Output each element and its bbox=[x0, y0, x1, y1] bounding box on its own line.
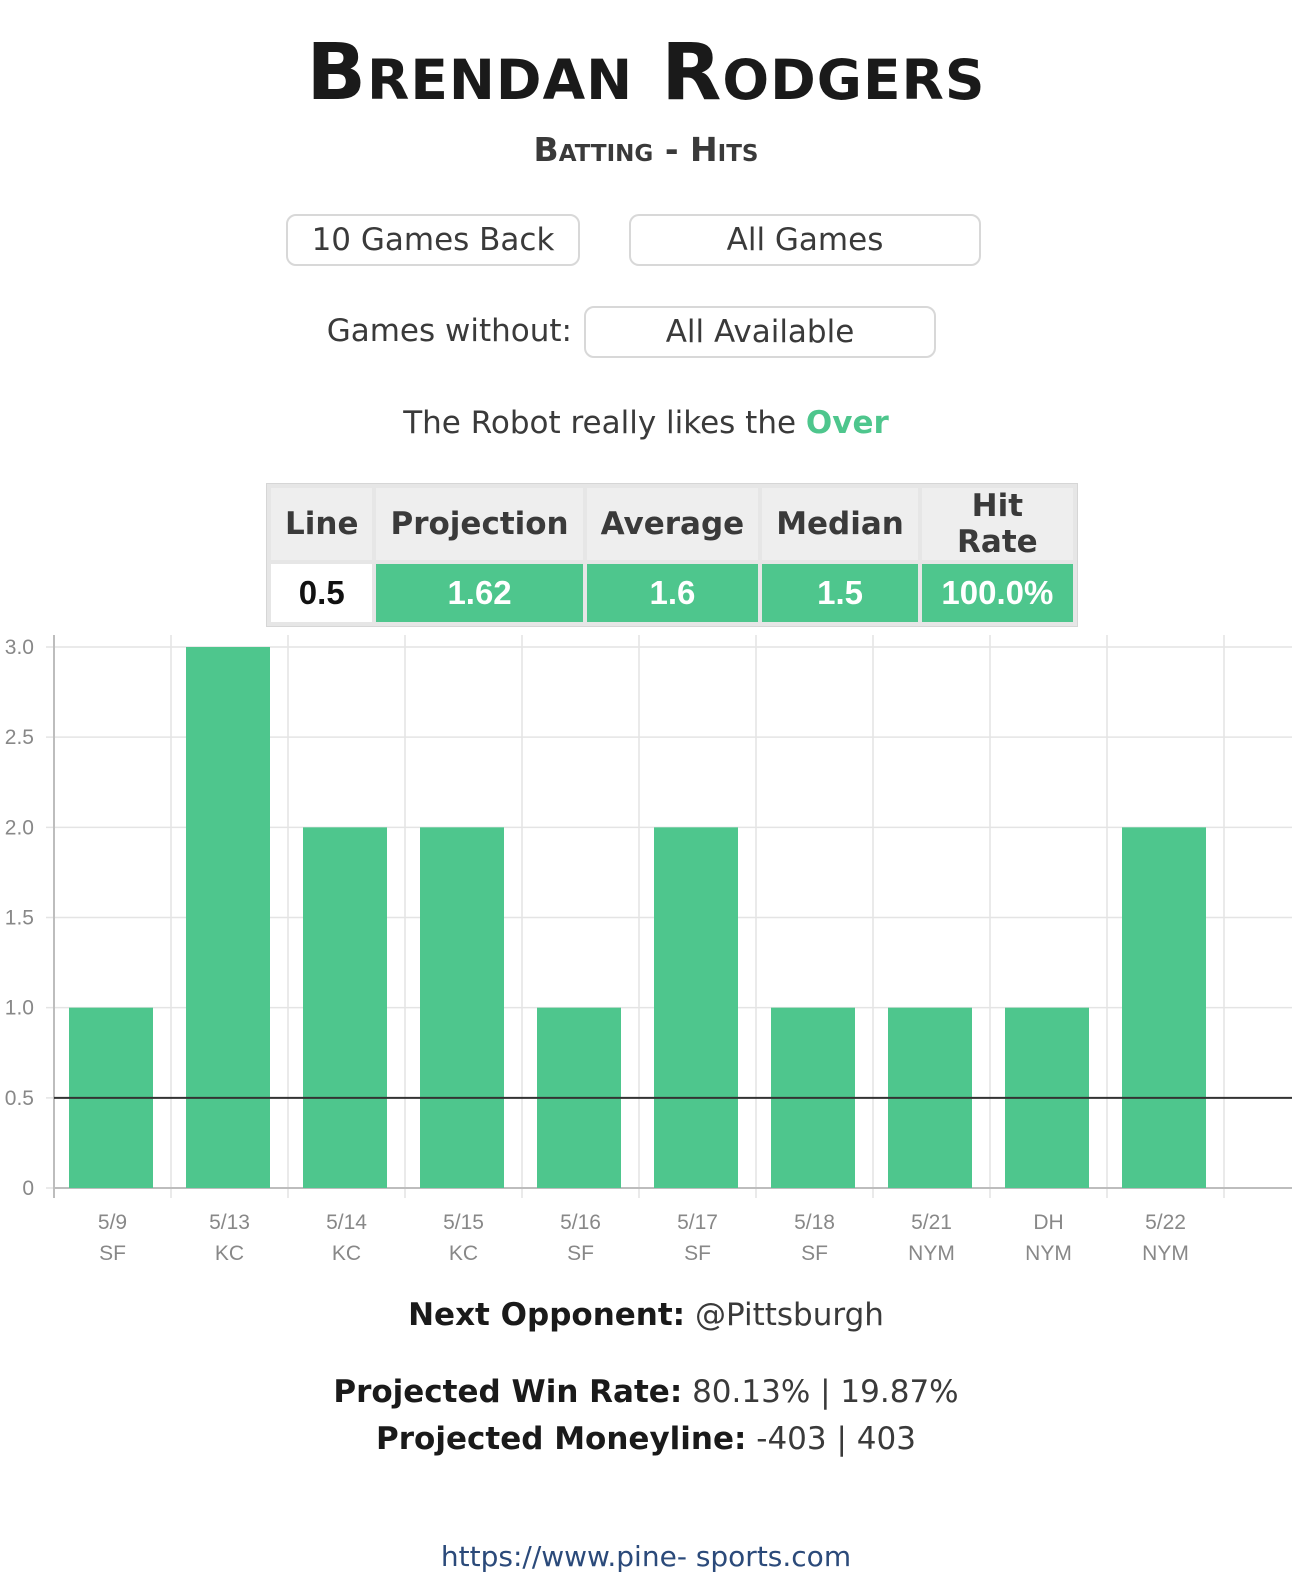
y-tick-label: 0 bbox=[22, 1177, 34, 1200]
y-tick-label: 1.5 bbox=[5, 907, 34, 930]
x-tick-opponent: NYM bbox=[1025, 1242, 1072, 1265]
bar bbox=[186, 647, 270, 1188]
recommendation-prefix: The Robot really likes the bbox=[403, 405, 797, 441]
bar bbox=[420, 827, 504, 1188]
next-opponent-label: Next Opponent: bbox=[408, 1297, 686, 1333]
subtitle-separator: - bbox=[664, 130, 679, 169]
x-tick-opponent: SF bbox=[99, 1242, 126, 1265]
x-tick-opponent: SF bbox=[567, 1242, 594, 1265]
games-without-label: Games without: bbox=[326, 313, 572, 349]
value-projection: 1.62 bbox=[376, 564, 583, 622]
y-tick-label: 2.0 bbox=[5, 816, 34, 839]
footer-url[interactable]: https://www.pine- sports.com bbox=[440, 1540, 852, 1573]
win-rate-value: 80.13% | 19.87% bbox=[692, 1374, 959, 1410]
bar bbox=[1122, 827, 1206, 1188]
x-tick-opponent: KC bbox=[449, 1242, 478, 1265]
header-hit-rate: Hit Rate bbox=[921, 488, 1073, 560]
projected-moneyline: Projected Moneyline: -403 | 403 bbox=[0, 1421, 1292, 1457]
x-tick-date: 5/18 bbox=[794, 1211, 835, 1234]
stat-subtitle: Batting - Hits bbox=[0, 130, 1292, 169]
x-tick-opponent: KC bbox=[332, 1242, 361, 1265]
x-tick-date: 5/22 bbox=[1145, 1211, 1186, 1234]
robot-recommendation: The Robot really likes the Over bbox=[0, 405, 1292, 441]
header-line: Line bbox=[271, 488, 373, 560]
bar bbox=[654, 827, 738, 1188]
x-tick-date: 5/15 bbox=[443, 1211, 484, 1234]
value-line: 0.5 bbox=[271, 564, 373, 622]
x-tick-date: 5/14 bbox=[326, 1211, 367, 1234]
projected-win-rate: Projected Win Rate: 80.13% | 19.87% bbox=[0, 1374, 1292, 1410]
recommendation-pick: Over bbox=[805, 405, 889, 441]
games-without-button[interactable]: All Available bbox=[584, 306, 936, 358]
stats-value-row: 0.5 1.62 1.6 1.5 100.0% bbox=[271, 564, 1073, 622]
x-tick-date: DH bbox=[1033, 1211, 1063, 1234]
x-tick-date: 5/21 bbox=[911, 1211, 952, 1234]
value-hit-rate: 100.0% bbox=[921, 564, 1073, 622]
x-tick-opponent: SF bbox=[684, 1242, 711, 1265]
stat-label: Hits bbox=[690, 130, 759, 169]
header-projection: Projection bbox=[376, 488, 583, 560]
player-name: Brendan Rodgers bbox=[306, 28, 986, 118]
x-tick-opponent: KC bbox=[215, 1242, 244, 1265]
value-average: 1.6 bbox=[586, 564, 759, 622]
x-tick-opponent: NYM bbox=[1142, 1242, 1189, 1265]
stats-header-row: Line Projection Average Median Hit Rate bbox=[271, 488, 1073, 560]
value-median: 1.5 bbox=[762, 564, 918, 622]
win-rate-label: Projected Win Rate: bbox=[333, 1374, 683, 1410]
next-opponent-value: @Pittsburgh bbox=[694, 1297, 884, 1333]
y-tick-label: 3.0 bbox=[5, 636, 34, 659]
header-average: Average bbox=[586, 488, 759, 560]
x-tick-date: 5/9 bbox=[98, 1211, 127, 1234]
hits-bar-chart: 0 0.5 1.0 1.5 2.0 2.5 3.0 5/9 SF 5/13 KC 5/14 KC 5/15… bbox=[5, 635, 1292, 1265]
x-tick-date: 5/16 bbox=[560, 1211, 601, 1234]
category-label: Batting bbox=[533, 130, 654, 169]
moneyline-value: -403 | 403 bbox=[756, 1421, 916, 1457]
header-median: Median bbox=[762, 488, 918, 560]
x-tick-opponent: SF bbox=[801, 1242, 828, 1265]
y-tick-label: 0.5 bbox=[5, 1087, 34, 1110]
moneyline-label: Projected Moneyline: bbox=[376, 1421, 747, 1457]
bar bbox=[303, 827, 387, 1188]
stats-table: Line Projection Average Median Hit Rate … bbox=[266, 483, 1078, 627]
x-tick-opponent: NYM bbox=[908, 1242, 955, 1265]
game-type-button[interactable]: All Games bbox=[629, 214, 981, 266]
games-back-button[interactable]: 10 Games Back bbox=[286, 214, 580, 266]
y-tick-label: 2.5 bbox=[5, 726, 34, 749]
x-tick-date: 5/17 bbox=[677, 1211, 718, 1234]
next-opponent: Next Opponent: @Pittsburgh bbox=[0, 1297, 1292, 1333]
y-tick-label: 1.0 bbox=[5, 997, 34, 1020]
x-tick-date: 5/13 bbox=[209, 1211, 250, 1234]
